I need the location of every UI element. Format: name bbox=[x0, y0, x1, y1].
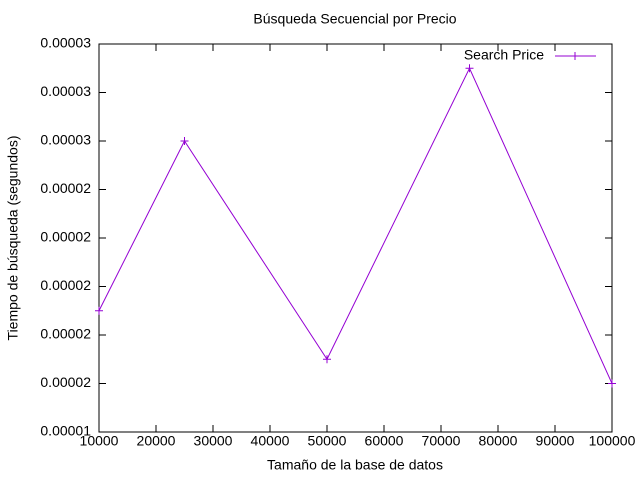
x-tick-label: 100000 bbox=[589, 433, 636, 449]
plot-frame bbox=[98, 43, 613, 433]
x-tick-label: 70000 bbox=[422, 433, 461, 449]
y-tick-label: 0.00002 bbox=[40, 326, 91, 342]
chart-title: Búsqueda Secuencial por Precio bbox=[253, 11, 456, 27]
x-tick-label: 50000 bbox=[308, 433, 347, 449]
x-tick-label: 80000 bbox=[479, 433, 518, 449]
y-axis-label: Tiempo de búsqueda (segundos) bbox=[5, 136, 21, 341]
y-tick-label: 0.00003 bbox=[40, 35, 91, 51]
x-tick-label: 10000 bbox=[80, 433, 119, 449]
y-tick-label: 0.00002 bbox=[40, 277, 91, 293]
x-axis-label: Tamaño de la base de datos bbox=[267, 457, 443, 473]
x-tick-label: 90000 bbox=[536, 433, 575, 449]
point-marker bbox=[95, 306, 103, 315]
series-line bbox=[98, 67, 613, 384]
y-tick-label: 0.00002 bbox=[40, 374, 91, 390]
x-tick-label: 30000 bbox=[194, 433, 233, 449]
y-tick-label: 0.00003 bbox=[40, 83, 91, 99]
point-marker bbox=[323, 355, 331, 364]
y-tick-label: 0.00001 bbox=[40, 423, 91, 439]
legend-marker bbox=[571, 52, 579, 60]
point-marker bbox=[180, 137, 189, 145]
legend-label: Search Price bbox=[464, 47, 544, 63]
y-tick-label: 0.00002 bbox=[40, 229, 91, 245]
x-tick-label: 60000 bbox=[365, 433, 404, 449]
y-tick-label: 0.00002 bbox=[40, 180, 91, 196]
y-tick-label: 0.00003 bbox=[40, 132, 91, 148]
x-tick-label: 40000 bbox=[251, 433, 290, 449]
x-tick-label: 20000 bbox=[137, 433, 176, 449]
point-marker bbox=[608, 379, 616, 388]
point-marker bbox=[465, 64, 474, 73]
